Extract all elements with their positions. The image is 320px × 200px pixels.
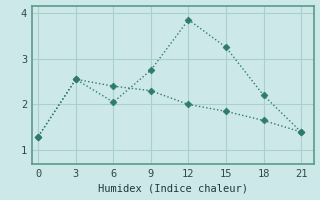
X-axis label: Humidex (Indice chaleur): Humidex (Indice chaleur): [98, 183, 248, 193]
